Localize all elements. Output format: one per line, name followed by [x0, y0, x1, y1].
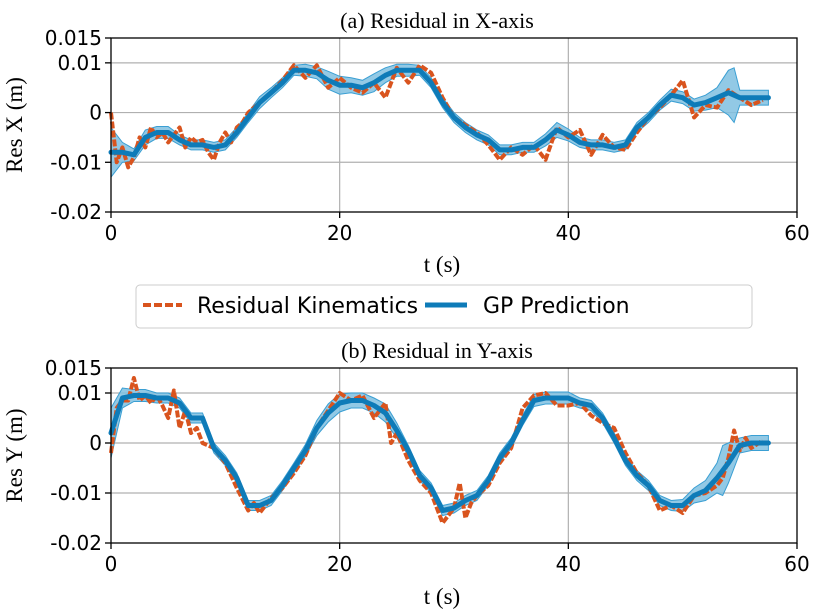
- y-tick-label: 0.01: [57, 381, 102, 405]
- x-axis-label: t (s): [424, 252, 460, 277]
- y-tick-label: -0.01: [50, 481, 102, 505]
- axes-frame: [110, 367, 798, 544]
- y-tick-label: 0.015: [45, 26, 102, 50]
- x-tick-label: 20: [327, 552, 352, 576]
- axes-frame: [110, 37, 798, 213]
- x-tick-label: 40: [556, 552, 581, 576]
- confidence-band-area: [110, 387, 769, 517]
- x-tick-label: 60: [784, 552, 809, 576]
- subplot-title: (a) Residual in X-axis: [340, 8, 534, 33]
- y-axis-label: Res Y (m): [2, 408, 27, 502]
- gp-prediction-line: [108, 393, 771, 513]
- legend-residual-label: Residual Kinematics: [197, 294, 418, 319]
- subplot-title: (b) Residual in Y-axis: [341, 338, 533, 363]
- x-ticks: 0 20 40 60: [105, 212, 810, 245]
- y-tick-label: -0.01: [50, 150, 102, 174]
- y-tick-label: 0.01: [57, 51, 102, 75]
- x-tick-label: 20: [327, 221, 352, 245]
- y-tick-label: -0.02: [50, 200, 102, 224]
- x-axis-label: t (s): [424, 584, 460, 609]
- y-axis-label: Res X (m): [2, 77, 27, 173]
- x-tick-label: 0: [105, 552, 118, 576]
- x-ticks: 0 20 40 60: [105, 543, 810, 576]
- y-tick-label: 0: [89, 101, 102, 125]
- legend: Residual Kinematics GP Prediction: [135, 284, 753, 329]
- grid-lines: [111, 38, 797, 212]
- grid-lines: [111, 368, 797, 543]
- x-tick-label: 60: [784, 221, 809, 245]
- series-lines: [108, 63, 771, 170]
- confidence-band-area: [110, 63, 769, 179]
- y-tick-label: -0.02: [50, 531, 102, 555]
- gp-prediction-line: [108, 67, 771, 158]
- x-tick-label: 0: [105, 221, 118, 245]
- y-tick-label: 0: [89, 431, 102, 455]
- residual-kinematics-line: [109, 376, 764, 525]
- confidence-band: [110, 387, 769, 517]
- y-tick-label: 0.015: [45, 356, 102, 380]
- confidence-band: [110, 63, 769, 179]
- x-tick-label: 40: [556, 221, 581, 245]
- series-lines: [108, 376, 771, 525]
- legend-gp-label: GP Prediction: [483, 294, 630, 319]
- residual-kinematics-line: [109, 63, 764, 170]
